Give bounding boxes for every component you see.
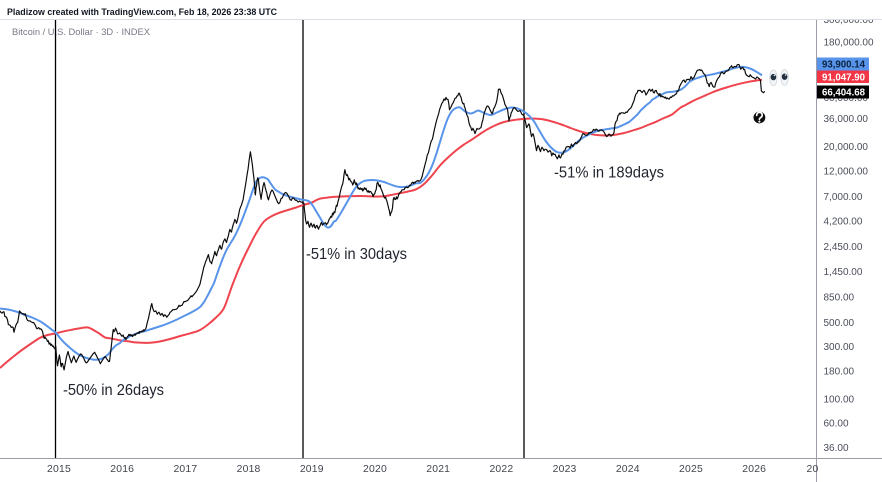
svg-text:4,200.00: 4,200.00 (824, 217, 863, 228)
svg-text:Pladizow created with TradingV: Pladizow created with TradingView.com, F… (7, 7, 277, 17)
svg-text:2018: 2018 (237, 464, 261, 475)
svg-text:93,900.14: 93,900.14 (822, 59, 866, 70)
svg-text:-51% in 189days: -51% in 189days (554, 165, 664, 182)
svg-text:20,000.00: 20,000.00 (824, 142, 869, 153)
svg-text:2025: 2025 (679, 464, 703, 475)
svg-text:2016: 2016 (110, 464, 134, 475)
svg-text:7,000.00: 7,000.00 (824, 192, 863, 203)
svg-text:2019: 2019 (300, 464, 324, 475)
svg-text:91,047.90: 91,047.90 (822, 72, 865, 83)
svg-text:180.00: 180.00 (824, 366, 855, 377)
svg-text:300,000.00: 300,000.00 (824, 15, 874, 26)
svg-text:Bitcoin / U.S. Dollar · 3D · I: Bitcoin / U.S. Dollar · 3D · INDEX (12, 27, 151, 38)
svg-text:1,450.00: 1,450.00 (824, 267, 863, 278)
svg-text:2015: 2015 (47, 464, 71, 475)
svg-text:2023: 2023 (553, 464, 577, 475)
svg-text:850.00: 850.00 (824, 293, 855, 304)
svg-text:2,450.00: 2,450.00 (824, 242, 863, 253)
svg-text:2017: 2017 (173, 464, 197, 475)
svg-text:2022: 2022 (489, 464, 513, 475)
svg-text:180,000.00: 180,000.00 (824, 38, 874, 49)
svg-text:2020: 2020 (363, 464, 387, 475)
svg-text:12,000.00: 12,000.00 (824, 167, 869, 178)
svg-text:2024: 2024 (616, 464, 640, 475)
svg-text:2026: 2026 (742, 464, 766, 475)
svg-text:2021: 2021 (426, 464, 450, 475)
svg-text:300.00: 300.00 (824, 342, 855, 353)
svg-text:36,000.00: 36,000.00 (824, 114, 869, 125)
svg-text:66,404.68: 66,404.68 (822, 87, 866, 98)
svg-text:20: 20 (807, 464, 819, 475)
svg-text:500.00: 500.00 (824, 318, 855, 329)
svg-text:36.00: 36.00 (824, 443, 849, 454)
svg-text:-51% in 30days: -51% in 30days (306, 246, 407, 263)
svg-text:100.00: 100.00 (824, 394, 855, 405)
svg-text:60.00: 60.00 (824, 419, 849, 430)
svg-text:-50% in 26days: -50% in 26days (63, 382, 164, 399)
